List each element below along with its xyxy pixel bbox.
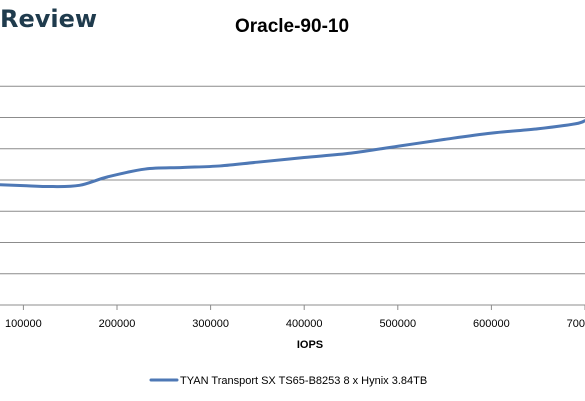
x-tick-label: 500000 [379,318,416,330]
x-tick-label: 300000 [192,318,229,330]
x-tick-label: 400000 [286,318,323,330]
legend: TYAN Transport SX TS65-B8253 8 x Hynix 3… [149,375,427,387]
chart-title: Oracle-90-10 [235,16,349,37]
logo-text: Review [0,5,97,33]
legend-label: TYAN Transport SX TS65-B8253 8 x Hynix 3… [180,375,427,387]
gridlines [0,85,585,275]
x-axis: 100000 200000 300000 400000 500000 600000 7000… [0,304,585,330]
series-line-1 [0,119,585,189]
x-tick-label: 600000 [473,318,510,330]
x-tick-label: 100000 [5,318,42,330]
series-layer [0,119,585,189]
x-tick-label: 200000 [99,318,136,330]
x-axis-label: IOPS [297,339,323,351]
x-tick-label: 700000 [567,318,585,330]
